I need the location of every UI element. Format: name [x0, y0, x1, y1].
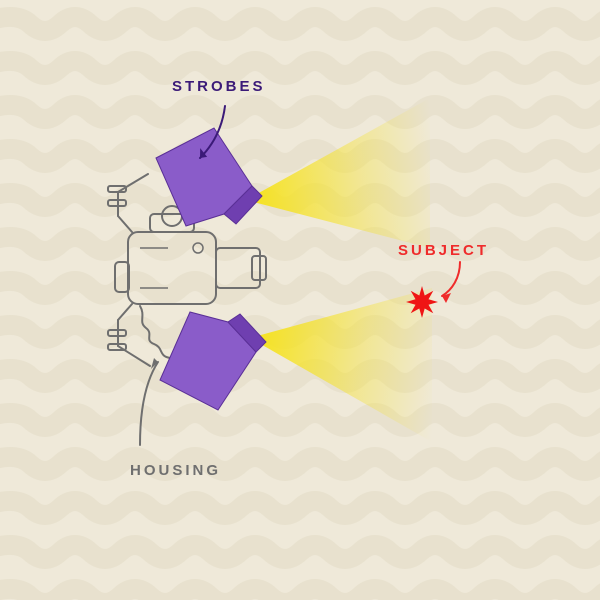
label-strobes: STROBES	[172, 78, 266, 95]
label-subject: SUBJECT	[398, 242, 489, 259]
label-housing: HOUSING	[130, 462, 221, 479]
subject-marker	[406, 286, 438, 318]
diagram-stage: STROBES HOUSING SUBJECT	[0, 0, 600, 600]
diagram-svg	[0, 0, 600, 600]
